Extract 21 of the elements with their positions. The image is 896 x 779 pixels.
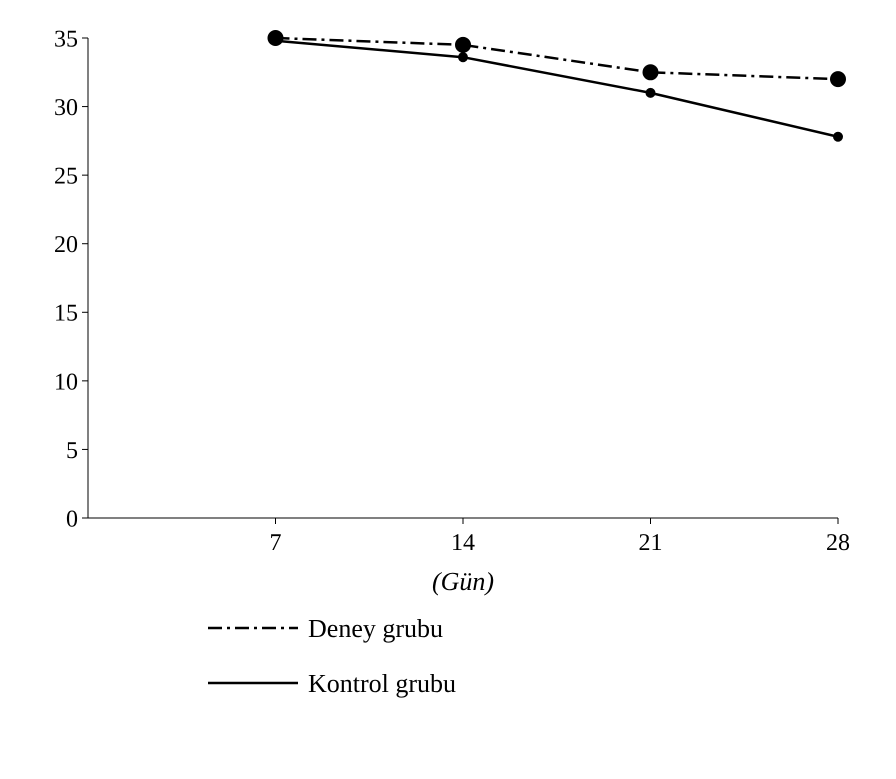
y-tick-label: 35 (54, 26, 78, 52)
point (642, 64, 658, 80)
x-tick-label: 14 (451, 530, 475, 556)
legend-label: Deney grubu (308, 614, 444, 644)
x-tick-label: 21 (638, 530, 662, 556)
point (833, 132, 843, 142)
x-tick-label: 28 (826, 530, 850, 556)
y-tick-label: 25 (54, 164, 78, 190)
y-tick-label: 5 (66, 438, 78, 464)
point (458, 52, 468, 62)
point (830, 71, 846, 88)
y-tick-label: 20 (54, 232, 78, 258)
point (455, 36, 471, 53)
x-axis-title: (Gün) (432, 567, 494, 596)
y-tick-label: 30 (54, 94, 78, 121)
legend-label: Kontrol grubu (308, 669, 456, 698)
y-tick-label: 0 (66, 506, 78, 532)
x-tick-label: 7 (270, 530, 282, 556)
point (646, 88, 656, 98)
y-tick-label: 10 (54, 369, 78, 396)
y-tick-label: 15 (54, 300, 78, 327)
